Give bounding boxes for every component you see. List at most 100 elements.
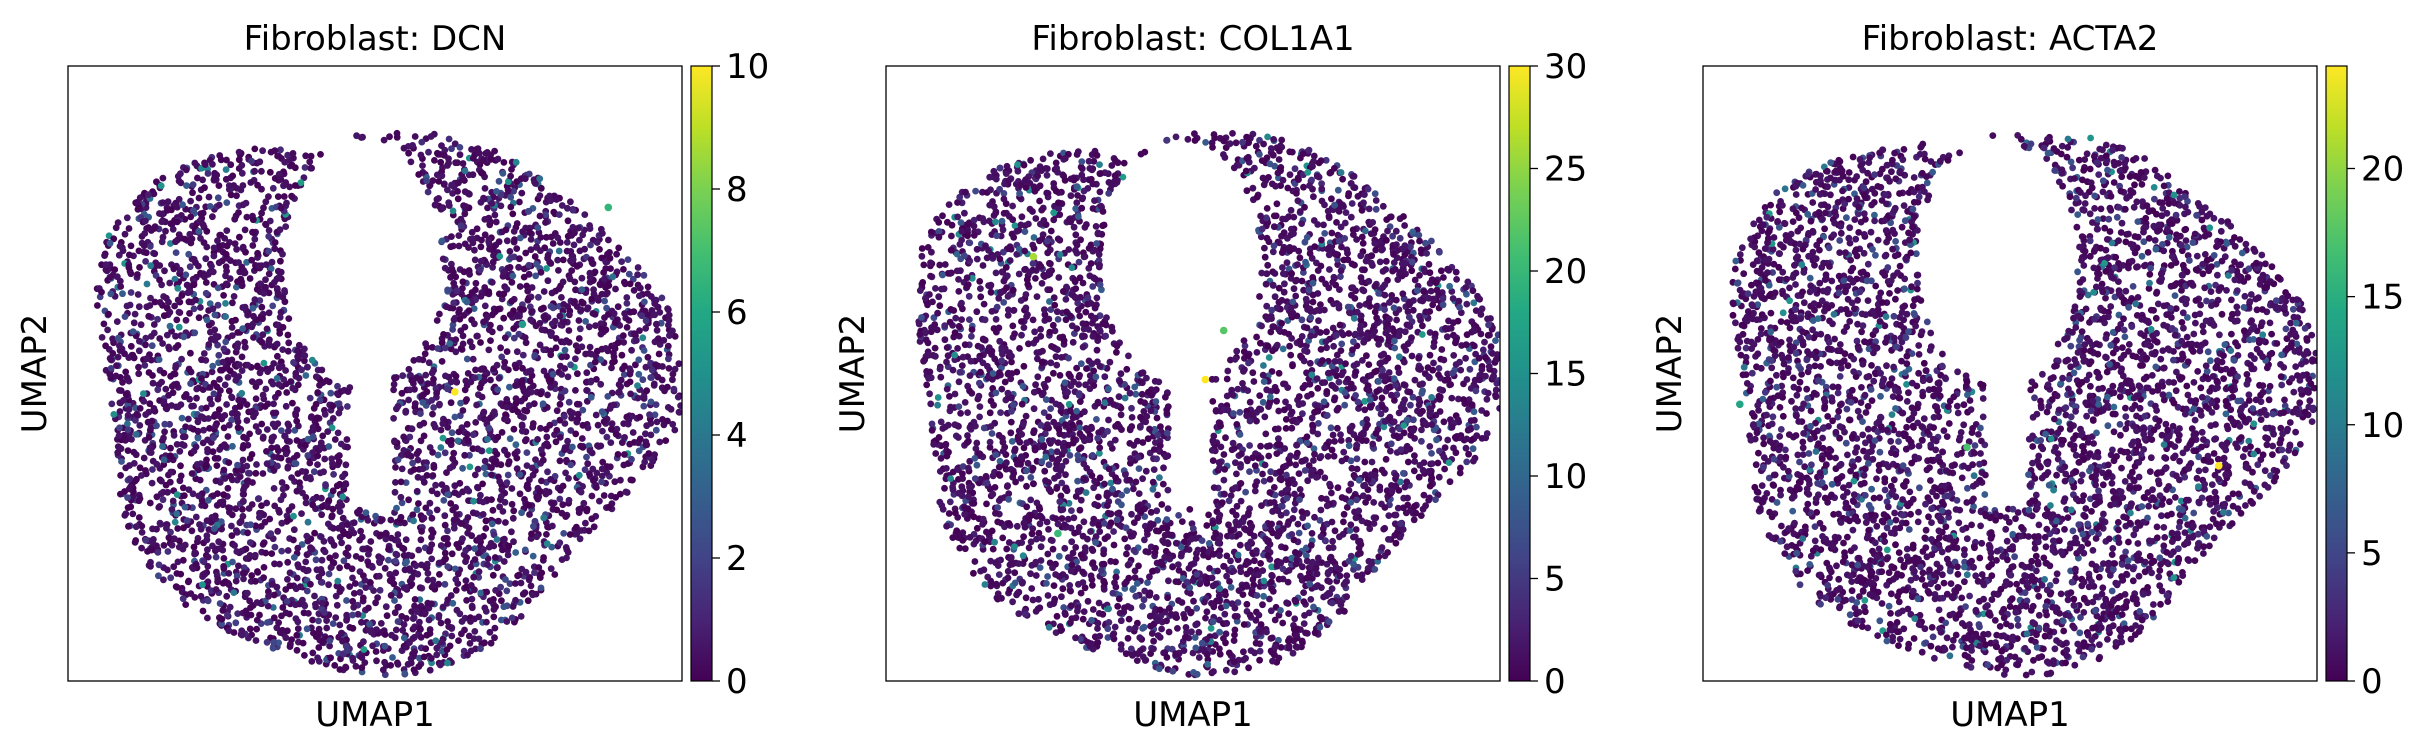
scatter-point — [209, 268, 217, 276]
scatter-point — [644, 353, 652, 361]
scatter-point — [296, 479, 303, 487]
scatter-point — [524, 390, 531, 398]
scatter-point — [156, 335, 164, 342]
scatter-point — [283, 199, 290, 207]
scatter-point — [564, 204, 571, 212]
scatter-point — [653, 320, 660, 328]
scatter-point — [468, 343, 476, 351]
scatter-point — [588, 515, 596, 523]
scatter-point — [182, 271, 190, 279]
scatter-point — [231, 215, 239, 223]
scatter-point — [238, 353, 246, 361]
scatter-point — [580, 499, 588, 507]
scatter-point — [507, 203, 515, 211]
scatter-point — [1073, 199, 1081, 207]
scatter-point — [564, 437, 571, 445]
scatter-point — [238, 169, 246, 177]
scatter-point — [200, 558, 208, 566]
scatter-point — [241, 483, 248, 491]
scatter-point — [171, 518, 179, 526]
scatter-point — [536, 488, 544, 496]
scatter-point — [394, 456, 402, 464]
scatter-point — [614, 339, 622, 347]
scatter-point — [587, 378, 595, 386]
scatter-point — [1101, 373, 1109, 381]
scatter-point — [432, 637, 440, 645]
scatter-point — [664, 305, 671, 312]
scatter-point — [408, 425, 416, 433]
scatter-point — [253, 625, 260, 633]
scatter-point — [597, 442, 605, 450]
scatter-point — [294, 470, 302, 477]
scatter-point — [503, 618, 511, 625]
scatter-point — [530, 522, 537, 530]
scatter-point — [413, 506, 421, 514]
scatter-point — [284, 347, 292, 355]
scatter-point — [664, 342, 672, 350]
scatter-point — [260, 564, 268, 571]
scatter-point — [510, 325, 518, 332]
scatter-point — [358, 618, 365, 626]
scatter-point — [284, 547, 292, 554]
scatter-point — [465, 307, 473, 314]
scatter-point — [148, 417, 156, 425]
scatter-point — [122, 464, 130, 472]
scatter-point — [131, 310, 139, 318]
scatter-point — [160, 461, 168, 468]
scatter-point — [1253, 349, 1261, 356]
scatter-point — [141, 230, 149, 237]
scatter-point — [316, 381, 323, 389]
scatter-point — [464, 437, 472, 444]
scatter-point — [208, 514, 216, 521]
scatter-point — [150, 405, 158, 412]
scatter-point — [271, 560, 278, 568]
scatter-point — [526, 511, 533, 518]
scatter-point — [164, 548, 172, 555]
scatter-point — [219, 579, 227, 587]
scatter-point — [425, 148, 432, 156]
scatter-point — [504, 186, 512, 194]
scatter-point — [445, 155, 452, 163]
scatter-point — [662, 437, 670, 444]
scatter-point — [223, 227, 231, 235]
scatter-point — [380, 136, 388, 144]
scatter-point — [423, 631, 431, 639]
scatter-point — [508, 166, 515, 173]
scatter-point — [153, 493, 161, 501]
scatter-point — [243, 435, 250, 442]
scatter-point — [330, 471, 337, 478]
scatter-point — [338, 629, 345, 637]
scatter-point — [218, 525, 226, 533]
scatter-point — [378, 516, 386, 524]
scatter-point — [468, 228, 476, 236]
scatter-point — [276, 508, 283, 516]
scatter-point — [555, 211, 563, 219]
scatter-point — [543, 540, 551, 548]
scatter-point — [279, 485, 287, 493]
scatter-point — [278, 362, 286, 370]
scatter-point — [1119, 173, 1127, 181]
scatter-point — [115, 251, 123, 259]
scatter-point — [518, 427, 526, 435]
scatter-point — [429, 576, 437, 584]
scatter-point — [445, 199, 453, 207]
scatter-point — [450, 299, 458, 307]
scatter-point — [252, 395, 260, 403]
scatter-point — [557, 393, 565, 401]
scatter-point — [134, 206, 142, 213]
scatter-point — [267, 530, 274, 538]
scatter-point — [136, 405, 144, 412]
scatter-point — [284, 427, 292, 435]
scatter-point — [164, 198, 172, 206]
scatter-point — [518, 189, 526, 197]
scatter-point — [1044, 249, 1052, 257]
scatter-point — [502, 226, 510, 234]
scatter-point — [1469, 445, 1477, 453]
scatter-point — [640, 402, 648, 410]
scatter-point — [428, 526, 435, 534]
scatter-point — [540, 304, 547, 312]
scatter-point — [417, 377, 424, 385]
scatter-point — [503, 587, 511, 595]
scatter-point — [312, 373, 320, 381]
scatter-point — [618, 351, 626, 359]
